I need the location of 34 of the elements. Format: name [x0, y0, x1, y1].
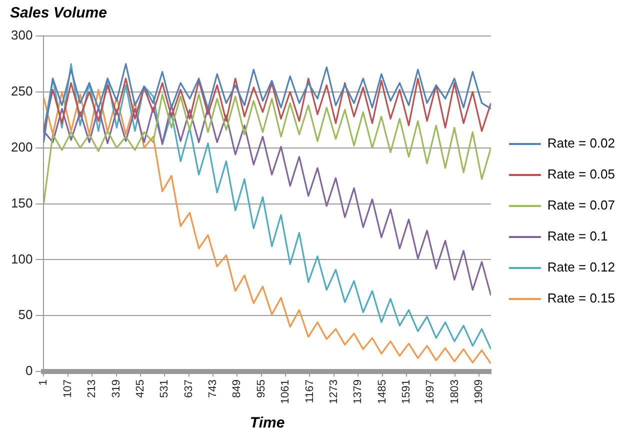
x-tick-label: 213 — [86, 380, 98, 398]
legend-label: Rate = 0.15 — [547, 290, 615, 306]
x-tick-label: 1591 — [400, 380, 413, 404]
x-axis-title: Time — [250, 414, 285, 432]
y-tick-label: 0 — [25, 363, 33, 378]
x-tick-label: 1 — [38, 380, 50, 386]
x-tick-label: 531 — [158, 380, 171, 398]
x-tick-label: 1061 — [280, 380, 292, 404]
y-tick-label: 50 — [18, 307, 33, 322]
y-axis-title: Sales Volume — [10, 4, 107, 22]
y-tick-label: 150 — [10, 195, 33, 210]
x-tick-label: 955 — [255, 380, 268, 398]
y-tick-label: 200 — [10, 139, 33, 154]
legend-label: Rate = 0.1 — [547, 228, 608, 244]
x-tick-label: 1379 — [352, 380, 364, 404]
x-tick-label: 849 — [231, 380, 244, 398]
y-tick-label: 300 — [10, 28, 33, 43]
x-tick-label: 1167 — [304, 380, 316, 404]
legend-label: Rate = 0.07 — [547, 198, 615, 213]
x-tick-label: 743 — [207, 380, 220, 398]
x-tick-label: 1697 — [424, 380, 437, 404]
x-tick-label: 1273 — [328, 380, 340, 404]
y-tick-label: 100 — [10, 251, 33, 266]
legend-label: Rate = 0.12 — [547, 260, 615, 275]
legend-label: Rate = 0.05 — [547, 166, 615, 182]
x-tick-label: 425 — [134, 380, 146, 398]
x-tick-label: 1803 — [448, 380, 461, 404]
x-tick-label: 319 — [110, 380, 122, 398]
legend-label: Rate = 0.02 — [547, 136, 615, 151]
y-tick-label: 250 — [10, 84, 33, 98]
x-tick-label: 637 — [182, 380, 195, 398]
x-tick-label: 1909 — [473, 380, 486, 404]
x-tick-label: 107 — [62, 380, 74, 398]
x-tick-label: 1485 — [376, 380, 388, 404]
